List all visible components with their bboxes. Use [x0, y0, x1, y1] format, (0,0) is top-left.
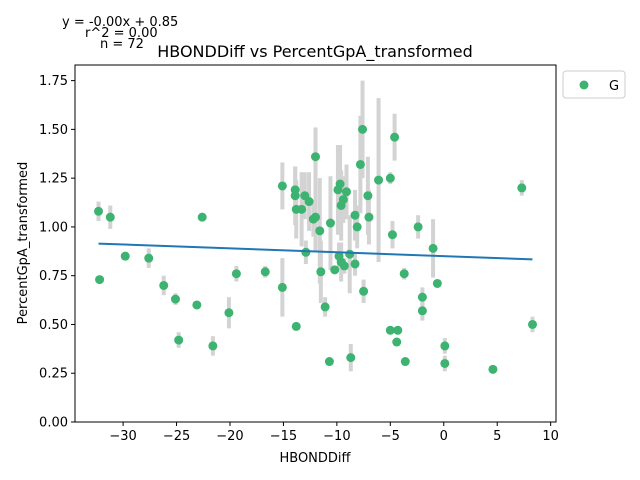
x-tick-label: 5 — [493, 429, 501, 444]
data-point-69 — [527, 319, 537, 329]
x-tick-label: 10 — [542, 429, 559, 444]
x-tick-label: −5 — [381, 429, 400, 444]
data-point-26 — [311, 212, 320, 222]
x-tick-label: −15 — [270, 429, 297, 444]
legend-marker — [579, 80, 589, 90]
x-tick-label: 0 — [440, 429, 448, 444]
data-point-39 — [339, 261, 349, 271]
data-point-56 — [392, 337, 402, 347]
data-point-54 — [387, 230, 397, 240]
data-point-57 — [393, 325, 403, 335]
data-point-3 — [120, 251, 130, 261]
plot-frame — [74, 64, 557, 423]
y-tick-label: 0.75 — [39, 269, 68, 284]
y-tick-label: 1.50 — [39, 123, 68, 138]
data-point-29 — [320, 302, 330, 312]
data-point-64 — [432, 278, 442, 288]
data-point-49 — [363, 191, 373, 201]
data-point-12 — [231, 269, 241, 279]
data-point-6 — [170, 294, 180, 304]
x-tick-label: −30 — [109, 429, 136, 444]
data-point-62 — [417, 306, 427, 316]
data-point-66 — [440, 358, 450, 368]
data-point-22 — [301, 247, 311, 257]
data-point-65 — [440, 341, 450, 351]
data-point-59 — [400, 357, 410, 367]
y-tick-label: 0.25 — [39, 367, 68, 382]
data-point-61 — [417, 292, 427, 302]
data-point-10 — [208, 341, 218, 351]
r-squared: r^2 = 0.00 — [85, 26, 158, 41]
data-point-15 — [277, 282, 287, 292]
data-point-42 — [346, 353, 356, 363]
data-point-60 — [413, 222, 423, 232]
regression-line-group — [98, 242, 533, 261]
y-tick-label: 1.75 — [39, 74, 68, 89]
data-point-52 — [385, 173, 395, 183]
data-point-35 — [335, 179, 345, 189]
data-point-1 — [95, 275, 105, 285]
data-point-19 — [291, 321, 301, 331]
x-axis-ticks: −30 −25 −20 −15 −10 −5 0 5 10 — [109, 422, 559, 444]
x-axis-label: HBONDDiff — [279, 451, 351, 466]
data-point-63 — [428, 243, 438, 253]
data-point-44 — [350, 210, 360, 220]
data-point-11 — [224, 308, 234, 318]
data-point-51 — [374, 175, 384, 185]
y-tick-label: 1.25 — [39, 172, 68, 187]
data-point-68 — [517, 183, 527, 193]
data-point-55 — [390, 132, 400, 142]
fit-equation: y = -0.00x + 0.85 — [62, 15, 178, 30]
data-point-67 — [488, 364, 498, 374]
y-tick-label: 0.00 — [39, 416, 68, 431]
data-point-27 — [315, 226, 325, 236]
data-point-32 — [330, 265, 340, 275]
data-point-7 — [174, 335, 184, 345]
sample-count: n = 72 — [100, 37, 144, 52]
data-point-40 — [341, 187, 351, 197]
data-point-0 — [94, 206, 104, 216]
y-axis-ticks: 0.00 0.25 0.50 0.75 1.00 1.25 1.50 1.75 — [39, 74, 75, 431]
data-point-20 — [297, 204, 307, 214]
data-point-25 — [311, 152, 320, 162]
y-axis-label: PercentGpA_transformed — [16, 162, 31, 325]
data-point-13 — [260, 267, 270, 277]
data-point-9 — [197, 212, 207, 222]
x-tick-label: −10 — [323, 429, 350, 444]
data-point-14 — [277, 181, 287, 191]
x-tick-label: −20 — [216, 429, 243, 444]
y-tick-label: 1.00 — [39, 220, 68, 235]
legend-box — [562, 70, 626, 99]
data-point-5 — [159, 280, 169, 290]
data-point-53 — [385, 325, 395, 335]
data-point-31 — [325, 218, 335, 228]
data-point-48 — [359, 286, 369, 296]
error-bars — [96, 80, 535, 372]
legend-label: G — [609, 79, 619, 94]
data-point-17 — [290, 191, 300, 201]
chart-title: HBONDDiff vs PercentGpA_transformed — [157, 42, 473, 62]
data-points — [94, 124, 537, 374]
data-point-41 — [345, 249, 355, 259]
data-point-47 — [358, 124, 368, 134]
data-point-50 — [364, 212, 374, 222]
x-tick-label: −25 — [163, 429, 190, 444]
data-point-23 — [304, 197, 314, 207]
data-point-4 — [144, 253, 154, 263]
data-point-30 — [324, 357, 334, 367]
regression-line — [98, 242, 533, 261]
data-point-38 — [338, 195, 348, 205]
data-point-2 — [105, 212, 115, 222]
data-point-58 — [399, 269, 409, 279]
data-point-28 — [316, 267, 326, 277]
data-point-8 — [192, 300, 202, 310]
data-point-46 — [355, 159, 365, 169]
data-point-43 — [350, 259, 360, 269]
legend: G — [562, 70, 626, 99]
data-point-45 — [352, 222, 362, 232]
y-tick-label: 0.50 — [39, 318, 68, 333]
